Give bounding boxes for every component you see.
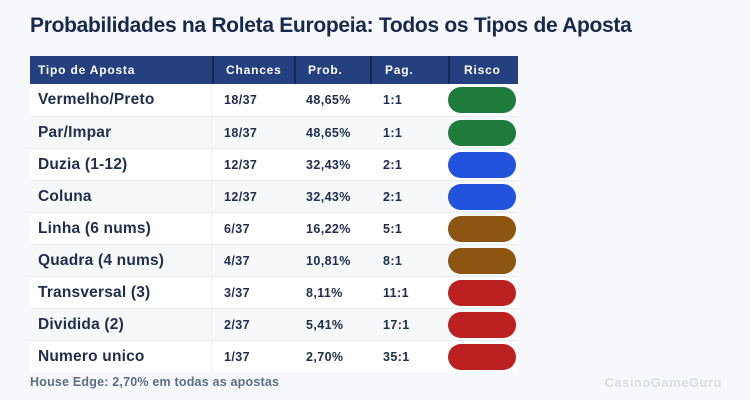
risk-pill [448,87,516,113]
watermark-text: CasinoGameGuru [604,375,722,390]
table-row: Duzia (1-12) 12/37 32,43% 2:1 [30,148,518,180]
risk-pill [448,151,516,178]
prob-cell: 5,41% [306,317,344,332]
bet-type-cell: Coluna [30,181,212,212]
payout-cell: 11:1 [383,285,409,300]
payout-cell: 1:1 [383,93,403,107]
table-row: Dividida (2) 2/37 5,41% 17:1 [30,308,518,340]
risk-cell [448,215,518,242]
prob-cell: 16,22% [306,221,351,236]
chances-cell: 1/37 [224,349,250,364]
payout-cell: 35:1 [383,349,410,364]
risk-pill [448,215,516,242]
prob-cell: 32,43% [306,157,351,172]
risk-pill [448,183,516,210]
risk-cell [448,247,518,274]
prob-cell: 48,65% [306,93,351,107]
risk-pill [448,343,516,370]
risk-cell [448,343,518,370]
bet-type-cell: Transversal (3) [30,277,212,308]
house-edge-note: House Edge: 2,70% em todas as apostas [30,375,280,389]
bet-type-cell: Numero unico [30,341,212,372]
bet-type-cell: Duzia (1-12) [30,149,212,180]
chances-cell: 18/37 [224,93,258,107]
risk-cell [448,119,518,146]
table-row: Quadra (4 nums) 4/37 10,81% 8:1 [30,244,518,276]
bet-type-cell: Vermelho/Preto [30,84,212,116]
chances-cell: 6/37 [224,221,250,236]
prob-cell: 48,65% [306,125,351,140]
payout-cell: 8:1 [383,253,403,268]
prob-cell: 32,43% [306,189,351,204]
risk-cell [448,151,518,178]
chances-cell: 2/37 [224,317,250,332]
bet-type-cell: Quadra (4 nums) [30,245,212,276]
risk-cell [448,183,518,210]
column-header-bet-type: Tipo de Aposta [38,63,136,77]
payout-cell: 17:1 [383,317,410,332]
table-row: Coluna 12/37 32,43% 2:1 [30,180,518,212]
risk-pill [448,311,516,338]
chances-cell: 4/37 [224,253,250,268]
risk-cell [448,279,518,306]
payout-cell: 1:1 [383,125,403,140]
column-header-risk: Risco [448,56,518,84]
table-row: Transversal (3) 3/37 8,11% 11:1 [30,276,518,308]
page-title: Probabilidades na Roleta Europeia: Todos… [30,14,632,37]
payout-cell: 2:1 [383,189,403,204]
risk-pill [448,279,516,306]
probability-table: Tipo de Aposta Chances Prob. Pag. Risco … [30,56,518,372]
payout-cell: 5:1 [383,221,403,236]
risk-cell [448,311,518,338]
table-row: Numero unico 1/37 2,70% 35:1 [30,340,518,372]
prob-cell: 8,11% [306,285,343,300]
chances-cell: 12/37 [224,157,258,172]
column-header-chances: Chances [212,56,294,84]
prob-cell: 2,70% [306,349,344,364]
risk-cell [448,87,518,113]
chances-cell: 12/37 [224,189,258,204]
risk-pill [448,247,516,274]
table-row: Vermelho/Preto 18/37 48,65% 1:1 [30,84,518,116]
table-header: Tipo de Aposta Chances Prob. Pag. Risco [30,56,518,84]
chances-cell: 18/37 [224,125,258,140]
payout-cell: 2:1 [383,157,403,172]
table-row: Par/Impar 18/37 48,65% 1:1 [30,116,518,148]
column-header-prob: Prob. [294,56,370,84]
table-row: Linha (6 nums) 6/37 16,22% 5:1 [30,212,518,244]
prob-cell: 10,81% [306,253,351,268]
chances-cell: 3/37 [224,285,250,300]
risk-pill [448,119,516,146]
bet-type-cell: Linha (6 nums) [30,213,212,244]
bet-type-cell: Dividida (2) [30,309,212,340]
bet-type-cell: Par/Impar [30,117,212,148]
table-body: Vermelho/Preto 18/37 48,65% 1:1 Par/Impar 18/… [30,84,518,372]
column-header-payout: Pag. [370,56,448,84]
